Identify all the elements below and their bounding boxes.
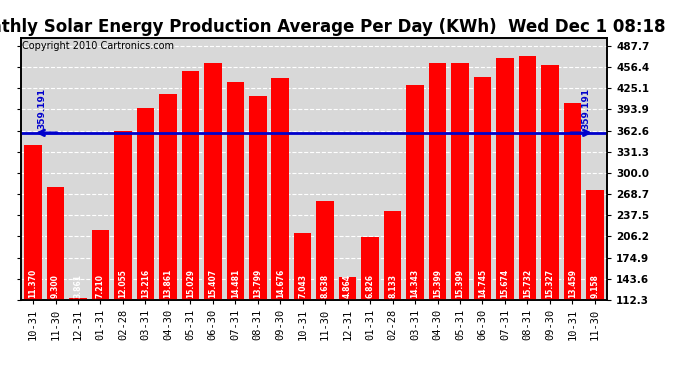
Text: 11.370: 11.370 xyxy=(28,269,37,298)
Text: 13.459: 13.459 xyxy=(568,269,577,298)
Text: 7.043: 7.043 xyxy=(298,274,307,298)
Text: 13.799: 13.799 xyxy=(253,269,262,298)
Bar xyxy=(47,187,64,300)
Text: 15.327: 15.327 xyxy=(545,269,554,298)
Bar xyxy=(428,63,446,300)
Bar xyxy=(564,103,581,300)
Text: 359.191: 359.191 xyxy=(582,88,591,129)
Text: 9.158: 9.158 xyxy=(591,274,600,298)
Text: 359.191: 359.191 xyxy=(37,88,46,129)
Text: Copyright 2010 Cartronics.com: Copyright 2010 Cartronics.com xyxy=(22,42,174,51)
Text: 13.216: 13.216 xyxy=(141,269,150,298)
Text: 15.399: 15.399 xyxy=(433,269,442,298)
Bar xyxy=(181,71,199,300)
Title: Monthly Solar Energy Production Average Per Day (KWh)  Wed Dec 1 08:18: Monthly Solar Energy Production Average … xyxy=(0,18,666,36)
Bar xyxy=(586,190,604,300)
Bar xyxy=(114,131,132,300)
Bar xyxy=(69,298,87,300)
Text: 14.481: 14.481 xyxy=(230,269,240,298)
Bar xyxy=(519,57,536,300)
Text: 12.055: 12.055 xyxy=(119,269,128,298)
Bar xyxy=(317,201,334,300)
Bar xyxy=(496,58,514,300)
Text: 14.676: 14.676 xyxy=(276,269,285,298)
Text: 9.300: 9.300 xyxy=(51,274,60,298)
Bar xyxy=(249,96,266,300)
Text: 14.745: 14.745 xyxy=(478,269,487,298)
Text: 8.133: 8.133 xyxy=(388,274,397,298)
Text: 15.407: 15.407 xyxy=(208,269,217,298)
Text: 15.674: 15.674 xyxy=(500,269,509,298)
Text: 4.864: 4.864 xyxy=(343,274,352,298)
Bar xyxy=(294,233,311,300)
Text: 13.861: 13.861 xyxy=(164,269,172,298)
Bar xyxy=(204,63,221,300)
Bar xyxy=(24,145,42,300)
Text: 6.826: 6.826 xyxy=(366,274,375,298)
Bar xyxy=(451,63,469,300)
Bar xyxy=(226,82,244,300)
Bar xyxy=(92,230,109,300)
Bar xyxy=(339,277,357,300)
Bar xyxy=(159,94,177,300)
Text: 15.732: 15.732 xyxy=(523,269,532,298)
Text: 15.399: 15.399 xyxy=(455,269,464,298)
Bar xyxy=(384,211,402,300)
Text: 8.638: 8.638 xyxy=(321,274,330,298)
Bar xyxy=(137,108,154,300)
Bar xyxy=(406,85,424,300)
Text: 3.861: 3.861 xyxy=(74,274,83,298)
Text: 14.343: 14.343 xyxy=(411,269,420,298)
Bar xyxy=(474,76,491,300)
Text: 15.029: 15.029 xyxy=(186,269,195,298)
Bar xyxy=(271,78,289,300)
Text: 7.210: 7.210 xyxy=(96,274,105,298)
Bar xyxy=(541,65,559,300)
Bar xyxy=(362,237,379,300)
